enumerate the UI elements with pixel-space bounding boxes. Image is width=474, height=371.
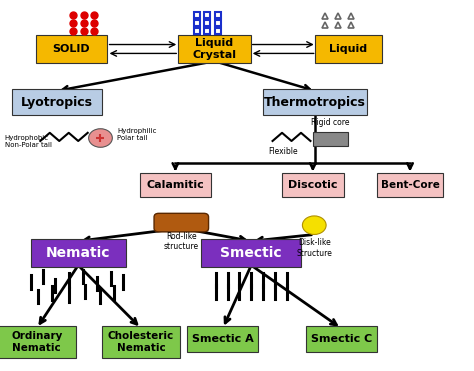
Text: Smectic C: Smectic C: [310, 335, 372, 344]
FancyBboxPatch shape: [154, 213, 209, 232]
FancyBboxPatch shape: [201, 239, 301, 267]
FancyBboxPatch shape: [315, 35, 382, 63]
FancyBboxPatch shape: [102, 326, 180, 358]
Text: Calamitic: Calamitic: [146, 180, 204, 190]
FancyBboxPatch shape: [178, 35, 251, 63]
FancyBboxPatch shape: [0, 326, 76, 358]
Text: Hydrophobic
Non-Polar tail: Hydrophobic Non-Polar tail: [5, 135, 52, 148]
FancyBboxPatch shape: [263, 89, 367, 115]
Text: Smectic A: Smectic A: [192, 335, 254, 344]
Text: Nematic: Nematic: [46, 246, 110, 260]
FancyBboxPatch shape: [282, 173, 344, 197]
Text: Bent-Core: Bent-Core: [381, 180, 439, 190]
FancyBboxPatch shape: [140, 173, 211, 197]
FancyBboxPatch shape: [377, 173, 443, 197]
FancyBboxPatch shape: [187, 326, 258, 352]
Circle shape: [89, 129, 112, 147]
Text: Rod-like
structure: Rod-like structure: [164, 232, 199, 251]
FancyBboxPatch shape: [12, 89, 102, 115]
Text: SOLID: SOLID: [52, 44, 90, 54]
Text: Hydrophilic
Polar tail: Hydrophilic Polar tail: [117, 128, 156, 141]
Text: Disk-like
Structure: Disk-like Structure: [296, 238, 332, 257]
Bar: [313, 132, 348, 146]
Text: Smectic: Smectic: [220, 246, 282, 260]
Text: Rigid core: Rigid core: [311, 118, 350, 127]
FancyBboxPatch shape: [36, 35, 107, 63]
Text: Liquid: Liquid: [329, 44, 367, 54]
Text: Cholesteric
Nematic: Cholesteric Nematic: [108, 331, 174, 353]
FancyBboxPatch shape: [306, 326, 377, 352]
FancyBboxPatch shape: [31, 239, 126, 267]
Text: Flexible: Flexible: [268, 147, 298, 155]
Text: Lyotropics: Lyotropics: [21, 95, 93, 109]
Text: Thermotropics: Thermotropics: [264, 95, 366, 109]
Text: Ordinary
Nematic: Ordinary Nematic: [11, 331, 63, 353]
Text: Discotic: Discotic: [288, 180, 337, 190]
Text: Liquid
Crystal: Liquid Crystal: [192, 38, 237, 60]
Circle shape: [302, 216, 326, 234]
